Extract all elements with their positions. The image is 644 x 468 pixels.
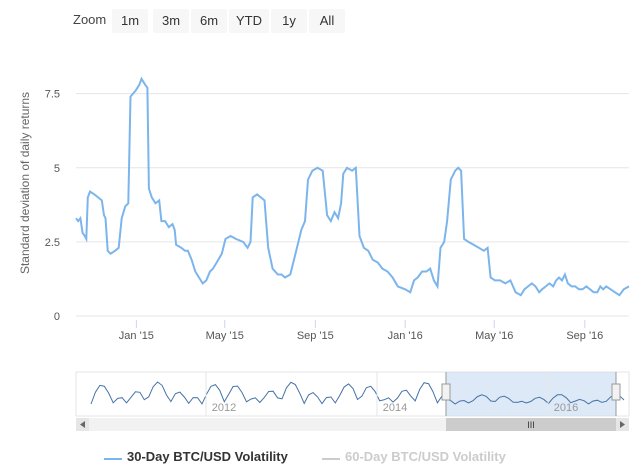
y-tick-label: 0 <box>54 311 60 323</box>
x-tick-label: Sep '15 <box>297 330 334 342</box>
navigator-selected-range[interactable] <box>446 372 616 416</box>
navigator-right-handle[interactable] <box>611 383 621 401</box>
x-tick-label: Sep '16 <box>566 330 603 342</box>
navigator[interactable]: 2012 2014 2016 III <box>75 371 630 431</box>
scrollbar-grip: III <box>527 420 535 430</box>
navigator-year-labels: 2012 2014 2016 <box>205 372 578 416</box>
x-tick-label: Jan '15 <box>119 330 154 342</box>
y-tick-label: 7.5 <box>45 89 60 101</box>
navigator-left-handle[interactable] <box>441 383 451 401</box>
legend-item-30-day[interactable]: 30-Day BTC/USD Volatility <box>127 449 288 464</box>
y-tick-label: 2.5 <box>45 237 60 249</box>
zoom-button-ytd[interactable]: YTD <box>229 9 269 33</box>
zoom-button-1m[interactable]: 1m <box>112 9 148 33</box>
x-tick-label: May '15 <box>206 330 244 342</box>
y-tick-label: 5 <box>54 163 60 175</box>
arrow-right-icon <box>620 421 625 428</box>
zoom-button-3m[interactable]: 3m <box>153 9 189 33</box>
zoom-label: Zoom <box>73 12 107 27</box>
gridlines <box>76 93 629 317</box>
zoom-button-all[interactable]: All <box>309 9 345 33</box>
navigator-year-label: 2014 <box>383 402 407 414</box>
x-axis-ticks: Jan '15 May '15 Sep '15 Jan '16 May '16 Sep '… <box>119 320 603 342</box>
series-line-30-day <box>75 76 630 297</box>
x-tick-label: Jan '16 <box>388 330 423 342</box>
legend-swatch-60-day <box>322 458 340 460</box>
scrollbar-thumb[interactable] <box>446 418 616 431</box>
zoom-button-6m[interactable]: 6m <box>191 9 227 33</box>
arrow-left-icon <box>80 421 85 428</box>
y-axis-ticks: 0 2.5 5 7.5 <box>45 89 60 323</box>
legend-item-60-day[interactable]: 60-Day BTC/USD Volatility <box>345 449 506 464</box>
legend-swatch-30-day <box>104 458 122 460</box>
navigator-series-line <box>90 381 625 405</box>
x-tick-label: May '16 <box>475 330 513 342</box>
zoom-button-1y[interactable]: 1y <box>271 9 307 33</box>
navigator-year-label: 2016 <box>554 402 578 414</box>
navigator-year-label: 2012 <box>212 402 236 414</box>
y-axis-title: Standard deviation of daily returns <box>18 92 32 274</box>
